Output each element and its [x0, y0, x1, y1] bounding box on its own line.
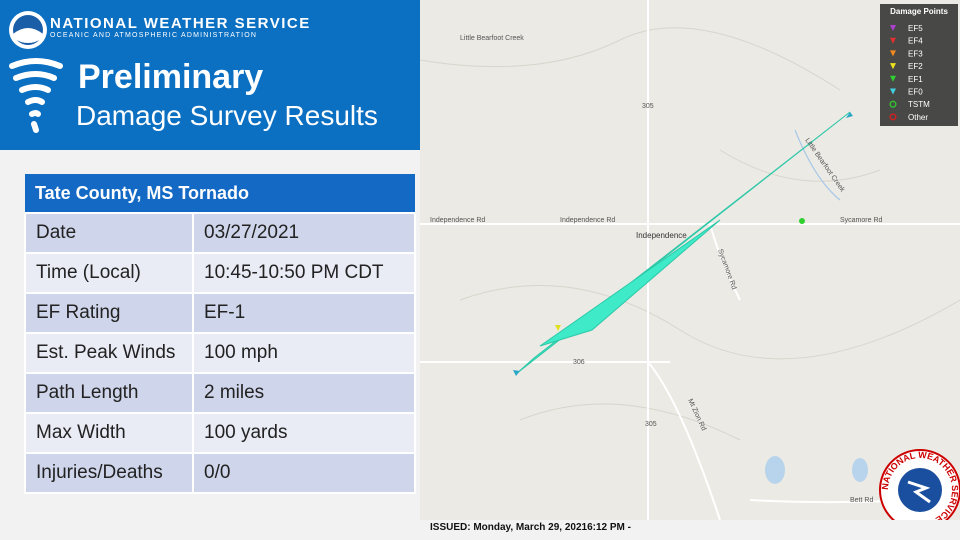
- table-row: Path Length 2 miles: [24, 372, 416, 414]
- legend-label: EF0: [908, 88, 923, 97]
- table-row: EF Rating EF-1: [24, 292, 416, 334]
- map-label: Independence: [636, 231, 687, 240]
- title: Preliminary: [78, 58, 264, 96]
- map: Independence Rd Independence Rd Sycamore…: [420, 0, 960, 520]
- legend-label: EF5: [908, 24, 923, 33]
- legend-title: Damage Points: [890, 7, 948, 16]
- table-row: Time (Local) 10:45-10:50 PM CDT: [24, 252, 416, 294]
- map-label: Independence Rd: [560, 217, 615, 224]
- legend-label: EF2: [908, 62, 923, 71]
- row-label: EF Rating: [24, 292, 194, 334]
- map-label: 305: [645, 421, 657, 428]
- legend-label: EF1: [908, 75, 923, 84]
- row-label: Max Width: [24, 412, 194, 454]
- row-value: EF-1: [192, 292, 416, 334]
- map-label: 305: [642, 103, 654, 110]
- table-row: Max Width 100 yards: [24, 412, 416, 454]
- subtitle: Damage Survey Results: [76, 100, 378, 131]
- legend: Damage Points EF5 EF4 EF3 EF2 EF1 EF0 TSTM Othe…: [880, 4, 958, 126]
- table-row: Date 03/27/2021: [24, 212, 416, 254]
- map-label: 306: [573, 359, 585, 366]
- legend-marker: [890, 50, 896, 57]
- map-label: Bett Rd: [850, 497, 873, 504]
- agency: NATIONAL WEATHER SERVICE: [50, 15, 311, 32]
- table-row: Injuries/Deaths 0/0: [24, 452, 416, 494]
- header: NATIONAL WEATHER SERVICE OCEANIC AND ATM…: [0, 0, 440, 150]
- row-value: 0/0: [192, 452, 416, 494]
- row-label: Time (Local): [24, 252, 194, 294]
- map-label: Sycamore Rd: [840, 217, 883, 224]
- issued-text: ISSUED: Monday, March 29, 20216:12 PM -: [430, 522, 631, 533]
- map-label: Little Bearfoot Creek: [460, 35, 524, 42]
- row-value: 10:45-10:50 PM CDT: [192, 252, 416, 294]
- row-value: 2 miles: [192, 372, 416, 414]
- legend-label: Other: [908, 113, 928, 122]
- legend-label: EF3: [908, 49, 923, 58]
- map-label: Independence Rd: [430, 217, 485, 224]
- row-label: Path Length: [24, 372, 194, 414]
- row-label: Injuries/Deaths: [24, 452, 194, 494]
- legend-marker: [890, 37, 896, 44]
- legend-marker: [890, 25, 896, 31]
- agency-sub: OCEANIC AND ATMOSPHERIC ADMINISTRATION: [50, 32, 258, 39]
- legend-marker: [890, 75, 896, 82]
- tornado-icon: [9, 58, 63, 133]
- row-value: 100 mph: [192, 332, 416, 374]
- legend-marker: [890, 63, 896, 70]
- noaa-logo: [9, 11, 47, 49]
- legend-label: TSTM: [908, 100, 930, 109]
- legend-marker: [889, 113, 897, 121]
- row-label: Date: [24, 212, 194, 254]
- row-value: 03/27/2021: [192, 212, 416, 254]
- table-row: Est. Peak Winds 100 mph: [24, 332, 416, 374]
- legend-label: EF4: [908, 37, 923, 46]
- legend-marker: [890, 88, 896, 95]
- table-title: Tate County, MS Tornado: [25, 174, 415, 213]
- info-table: Tate County, MS Tornado Date 03/27/2021 Ti…: [24, 174, 416, 494]
- row-value: 100 yards: [192, 412, 416, 454]
- nws-logo: NATIONAL WEATHER SERVICE: [879, 449, 960, 520]
- legend-marker: [889, 100, 897, 108]
- row-label: Est. Peak Winds: [24, 332, 194, 374]
